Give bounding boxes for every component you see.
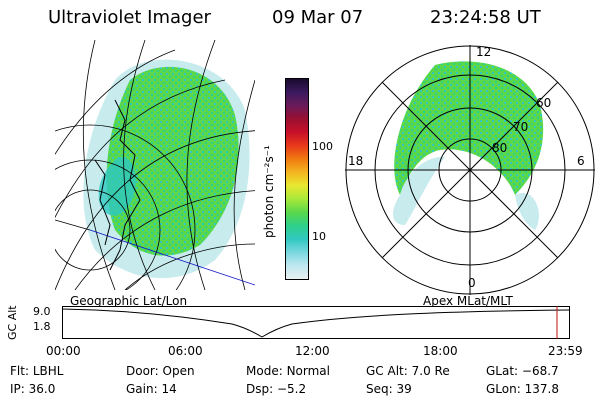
- mlt-label-6: 6: [577, 154, 585, 168]
- colorbar-unit-label: photon cm⁻²s⁻¹: [262, 145, 276, 238]
- timeline-xtick-0600: 06:00: [168, 344, 203, 358]
- status-glon: GLon: 137.8: [486, 382, 559, 396]
- right-panel-label: Apex MLat/MLT: [423, 294, 513, 308]
- colorbar-tick-100: 100: [312, 140, 333, 153]
- polar-mlat-mlt-panel: [345, 45, 595, 295]
- instrument-title: Ultraviolet Imager: [48, 7, 211, 28]
- status-dsp: Dsp: −5.2: [246, 382, 307, 396]
- timeline-xtick-2359: 23:59: [548, 344, 583, 358]
- date-label: 09 Mar 07: [272, 7, 364, 28]
- timeline-axis-label: GC Alt: [6, 305, 19, 340]
- status-gc-alt: GC Alt: 7.0 Re: [366, 364, 450, 378]
- polar-grid: [345, 45, 595, 295]
- altitude-curve: [62, 308, 570, 338]
- time-label: 23:24:58 UT: [430, 7, 541, 28]
- status-filter: Flt: LBHL: [10, 364, 64, 378]
- mlat-ring-70: 70: [513, 120, 529, 134]
- mlat-ring-60: 60: [536, 96, 552, 110]
- status-mode: Mode: Normal: [246, 364, 330, 378]
- status-seq: Seq: 39: [366, 382, 412, 396]
- mlt-label-0: 0: [468, 276, 476, 290]
- altitude-timeline-plot: [62, 306, 570, 339]
- status-door: Door: Open: [126, 364, 195, 378]
- timeline-xtick-1800: 18:00: [423, 344, 458, 358]
- lat-lon-grid: [55, 40, 255, 290]
- colorbar: [285, 78, 309, 280]
- auroral-oval: [106, 66, 239, 256]
- timeline-ytick-low: 1.8: [33, 320, 51, 333]
- status-gain: Gain: 14: [126, 382, 177, 396]
- geographic-image-panel: [55, 40, 255, 290]
- left-panel-label: Geographic Lat/Lon: [70, 294, 188, 308]
- colorbar-tick-10: 10: [312, 230, 326, 243]
- mlt-label-18: 18: [348, 154, 364, 168]
- coastline: [109, 99, 141, 271]
- timeline-ytick-high: 9.0: [33, 305, 51, 318]
- timeline-xtick-1200: 12:00: [295, 344, 330, 358]
- status-ip: IP: 36.0: [10, 382, 56, 396]
- status-glat: GLat: −68.7: [486, 364, 559, 378]
- timeline-xtick-0000: 00:00: [46, 344, 81, 358]
- mlat-ring-80: 80: [492, 141, 508, 155]
- polar-auroral-oval: [394, 61, 544, 195]
- mlt-label-12: 12: [476, 45, 492, 59]
